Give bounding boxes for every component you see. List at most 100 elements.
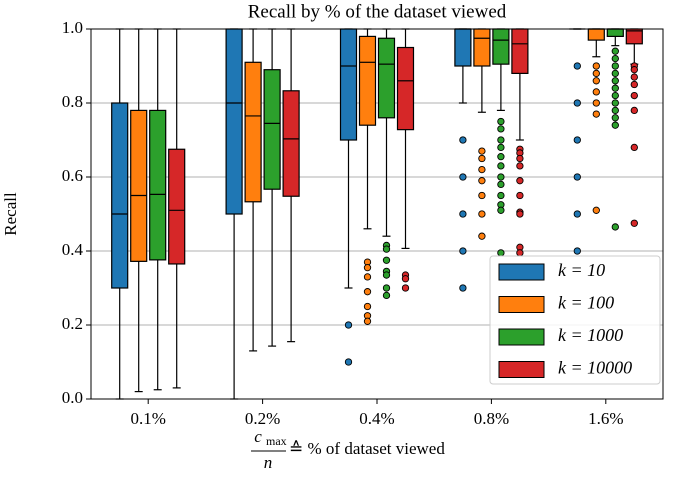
chart-title: Recall by % of the dataset viewed bbox=[248, 1, 507, 22]
box-group bbox=[282, 28, 300, 343]
box bbox=[149, 109, 167, 261]
outlier bbox=[516, 249, 524, 257]
box-group bbox=[454, 28, 472, 292]
outlier bbox=[592, 69, 600, 78]
x-tick-label: 0.4% bbox=[359, 409, 394, 428]
outlier bbox=[573, 173, 581, 181]
y-tick-label: 0.4 bbox=[62, 240, 84, 259]
outlier bbox=[478, 147, 486, 155]
y-tick-label: 0.0 bbox=[62, 388, 83, 407]
box bbox=[377, 37, 396, 119]
legend-swatch bbox=[498, 328, 545, 346]
outlier bbox=[573, 136, 581, 144]
outlier bbox=[611, 69, 619, 78]
outlier bbox=[497, 162, 505, 170]
outlier bbox=[630, 106, 638, 115]
box-group bbox=[168, 28, 186, 389]
outlier bbox=[363, 302, 372, 311]
outlier bbox=[630, 80, 638, 89]
outlier bbox=[592, 77, 600, 85]
y-tick-label: 0.6 bbox=[62, 166, 83, 185]
y-tick-label: 1.0 bbox=[62, 18, 83, 37]
outlier bbox=[344, 321, 353, 329]
outlier bbox=[592, 99, 600, 107]
outlier bbox=[573, 210, 581, 218]
outlier bbox=[611, 121, 619, 129]
outlier bbox=[363, 288, 372, 296]
outlier bbox=[497, 173, 505, 181]
box-group bbox=[606, 28, 624, 231]
x-label-denominator: n bbox=[264, 453, 273, 472]
box-group bbox=[569, 28, 586, 255]
legend: k = 10 k = 100 k = 1000 k = 10000 bbox=[489, 255, 661, 385]
outlier bbox=[611, 99, 619, 107]
y-axis-label: Recall bbox=[1, 192, 20, 236]
box bbox=[130, 109, 148, 262]
legend-swatch bbox=[498, 296, 545, 313]
x-axis-label: c max n ≙ % of dataset viewed bbox=[251, 427, 445, 472]
box-group bbox=[492, 28, 510, 257]
outlier bbox=[459, 284, 467, 292]
outlier bbox=[401, 275, 410, 283]
box bbox=[339, 28, 358, 141]
box bbox=[263, 69, 281, 190]
x-tick-label: 0.1% bbox=[130, 409, 165, 428]
outlier bbox=[363, 263, 372, 272]
x-tick-label: 0.2% bbox=[245, 409, 280, 428]
outlier bbox=[382, 284, 391, 292]
plot-frame bbox=[90, 28, 664, 400]
outlier bbox=[497, 206, 505, 214]
outlier bbox=[478, 191, 486, 200]
box bbox=[225, 28, 243, 215]
outlier bbox=[611, 54, 619, 63]
outlier bbox=[497, 143, 505, 152]
outlier bbox=[478, 177, 486, 185]
outlier bbox=[611, 84, 619, 92]
box-group bbox=[396, 28, 415, 292]
outlier bbox=[459, 173, 467, 181]
outlier bbox=[382, 245, 391, 253]
outlier bbox=[611, 106, 619, 115]
outlier bbox=[497, 249, 505, 257]
outlier bbox=[592, 88, 600, 96]
box bbox=[492, 28, 510, 65]
outlier bbox=[516, 210, 524, 218]
box bbox=[587, 28, 605, 41]
outlier bbox=[630, 143, 638, 152]
x-label-subscript: max bbox=[266, 434, 287, 448]
outlier bbox=[478, 210, 486, 218]
outlier bbox=[497, 180, 505, 189]
outlier bbox=[382, 256, 391, 264]
legend-label: k = 1000 bbox=[558, 325, 623, 345]
box bbox=[473, 28, 491, 67]
outlier bbox=[611, 62, 619, 70]
box-group bbox=[625, 28, 643, 227]
x-label-text: ≙ % of dataset viewed bbox=[289, 439, 445, 458]
outlier bbox=[592, 62, 600, 70]
outlier bbox=[516, 177, 524, 185]
box-group bbox=[511, 28, 529, 257]
box bbox=[244, 61, 262, 203]
y-tick-label: 0.8 bbox=[62, 92, 83, 111]
legend-frame bbox=[489, 255, 661, 385]
box-group bbox=[244, 28, 262, 352]
legend-swatch bbox=[498, 263, 545, 281]
x-tick-label: 0.8% bbox=[474, 409, 509, 428]
outlier bbox=[344, 358, 353, 366]
outlier bbox=[497, 152, 505, 161]
outlier bbox=[516, 154, 524, 163]
outlier bbox=[630, 73, 638, 81]
box-group bbox=[225, 28, 243, 400]
legend-label: k = 10 bbox=[558, 260, 605, 280]
outlier bbox=[573, 247, 581, 255]
box bbox=[511, 28, 529, 75]
outlier bbox=[382, 291, 391, 300]
outlier bbox=[497, 117, 505, 126]
outlier bbox=[497, 136, 505, 144]
box bbox=[111, 102, 129, 289]
box bbox=[282, 90, 300, 197]
x-tick-label: 1.6% bbox=[588, 409, 623, 428]
outlier bbox=[611, 47, 619, 55]
box bbox=[606, 28, 624, 38]
